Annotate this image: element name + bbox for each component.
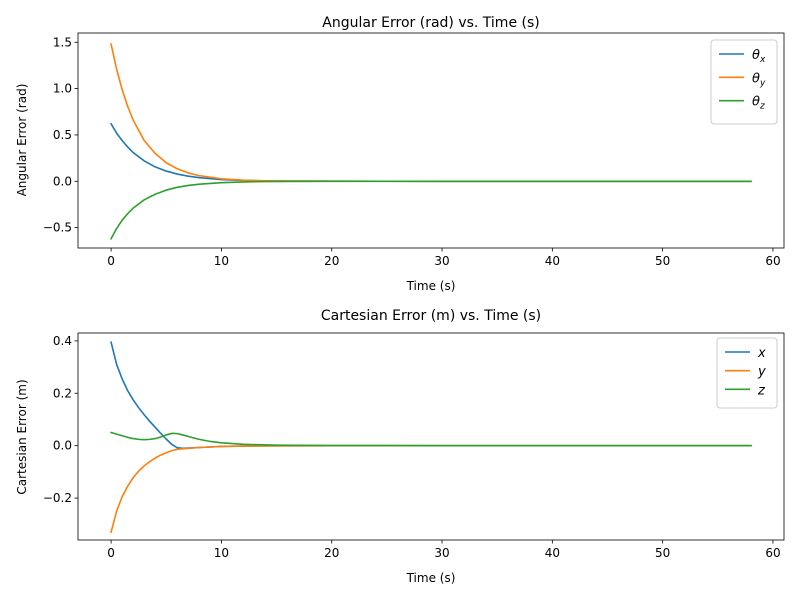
y-tick-label: 0.4 <box>53 334 72 348</box>
x-tick-label: 40 <box>545 546 560 560</box>
x-tick-label: 0 <box>107 254 115 268</box>
legend-label-y: y <box>757 365 766 380</box>
legend-box <box>710 39 778 125</box>
x-tick-label: 20 <box>324 254 339 268</box>
legend-label-z: z <box>757 383 766 398</box>
series-line-z <box>110 180 752 240</box>
y-tick-label: −0.5 <box>43 221 72 235</box>
axis-ticks: 0 10 20 30 40 50 60 −0.2 0.0 0.2 0.4 <box>43 334 781 560</box>
x-tick-label: 30 <box>434 546 449 560</box>
axes-frame <box>77 332 785 541</box>
axes-frame <box>77 32 785 249</box>
legend-label-x: x <box>757 346 766 361</box>
x-tick-label: 20 <box>324 546 339 560</box>
y-tick-label: 0.5 <box>53 128 72 142</box>
x-tick-label: 50 <box>655 546 670 560</box>
plot-area <box>110 341 752 534</box>
y-tick-label: 1.0 <box>53 82 72 96</box>
cartesian-error-chart: Cartesian Error (m) vs. Time (s) 0 10 20 30… <box>15 308 785 585</box>
y-axis-label: Cartesian Error (m) <box>15 379 29 494</box>
plot-area <box>109 43 752 240</box>
legend-label-z: θz <box>752 95 765 112</box>
y-tick-label: −0.2 <box>43 491 72 505</box>
x-axis-label: Time (s) <box>406 279 456 293</box>
x-tick-label: 30 <box>434 254 449 268</box>
y-tick-label: 1.5 <box>53 35 72 49</box>
series-line-z <box>110 431 752 447</box>
y-tick-label: 0.0 <box>53 174 72 188</box>
axis-ticks: 0 10 20 30 40 50 60 −0.5 0.0 0.5 1.0 1.5 <box>43 35 781 268</box>
legend-label-x: θx <box>752 48 766 65</box>
y-tick-label: 0.0 <box>53 439 72 453</box>
x-tick-label: 60 <box>765 546 780 560</box>
x-tick-label: 50 <box>655 254 670 268</box>
y-tick-label: 0.2 <box>53 386 72 400</box>
y-axis-label: Angular Error (rad) <box>15 84 29 197</box>
angular-error-chart: Angular Error (rad) vs. Time (s) 0 10 20 30… <box>15 15 785 293</box>
x-axis-label: Time (s) <box>406 571 456 585</box>
legend: xyz <box>716 337 778 409</box>
x-tick-label: 0 <box>107 546 115 560</box>
chart-title: Cartesian Error (m) vs. Time (s) <box>321 308 541 324</box>
legend-label-y: θy <box>752 71 766 88</box>
chart-title: Angular Error (rad) vs. Time (s) <box>322 15 539 31</box>
x-tick-label: 10 <box>214 546 229 560</box>
x-tick-label: 10 <box>214 254 229 268</box>
legend: θx θy θz <box>710 39 778 125</box>
x-tick-label: 60 <box>765 254 780 268</box>
x-tick-label: 40 <box>545 254 560 268</box>
legend-box <box>716 337 778 409</box>
